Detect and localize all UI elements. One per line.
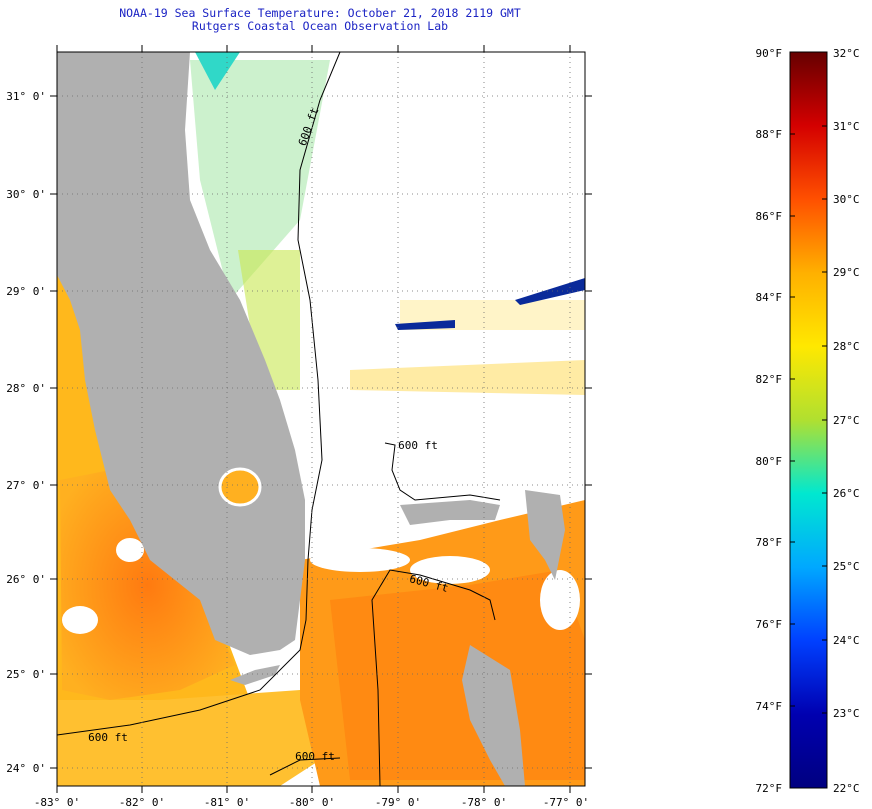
map-frame (56, 51, 586, 787)
contour-label: 600 ft (88, 731, 128, 744)
contour-label: 600 ft (398, 439, 438, 452)
axis-ticks (50, 45, 592, 793)
colorbar-f-label: 80°F (756, 455, 783, 468)
isobath-600ft-straits (371, 569, 496, 786)
lat-label: 28° 0' (6, 382, 46, 395)
gulf-hot-water (60, 470, 235, 700)
lat-label: 25° 0' (6, 668, 46, 681)
lon-label: -80° 0' (289, 796, 335, 809)
colorbar-c-label: 23°C (833, 707, 860, 720)
lon-label: -83° 0' (34, 796, 80, 809)
colorbar-c-label: 24°C (833, 634, 860, 647)
colorbar-c-label: 27°C (833, 414, 860, 427)
abaco-island (525, 490, 565, 580)
lon-label: -78° 0' (461, 796, 507, 809)
colorbar-ticks (790, 125, 827, 714)
colorbar-f-label: 74°F (756, 700, 783, 713)
map-subtitle: Rutgers Coastal Ocean Observation Lab (191, 19, 449, 33)
colorbar-f-label: 84°F (756, 291, 783, 304)
lat-label: 24° 0' (6, 762, 46, 775)
colorbar-c-label: 29°C (833, 266, 860, 279)
lon-label: -82° 0' (119, 796, 165, 809)
graticule (57, 52, 585, 786)
colorbar-f-label: 88°F (756, 128, 783, 141)
colorbar-f-label: 86°F (756, 210, 783, 223)
colorbar-c-label: 22°C (833, 782, 860, 795)
colorbar-f-label: 82°F (756, 373, 783, 386)
lake-okeechobee (218, 467, 262, 507)
colorbar-f-label: 72°F (756, 782, 783, 795)
lon-label: -79° 0' (375, 796, 421, 809)
keys-water (57, 690, 320, 786)
colorbar-f-label: 78°F (756, 536, 783, 549)
map-title: NOAA-19 Sea Surface Temperature: October… (119, 6, 521, 20)
colorbar-c-label: 30°C (833, 193, 860, 206)
contour-label: 600 ft (295, 750, 335, 763)
isobath-600ft-bahama (384, 442, 501, 501)
colorbar-c-label: 28°C (833, 340, 860, 353)
sst-field (57, 52, 585, 786)
colorbar-f-label: 76°F (756, 618, 783, 631)
colorbar (789, 51, 828, 789)
lat-label: 31° 0' (6, 90, 46, 103)
isobath-600ft-south (269, 757, 341, 776)
andros-island (462, 645, 525, 786)
colorbar-c-label: 26°C (833, 487, 860, 500)
grand-bahama (400, 500, 500, 525)
colorbar-f-label: 90°F (756, 47, 783, 60)
lat-label: 27° 0' (6, 479, 46, 492)
lat-label: 26° 0' (6, 573, 46, 586)
colorbar-c-label: 25°C (833, 560, 860, 573)
lon-label: -81° 0' (204, 796, 250, 809)
isobath-600ft-florida (57, 52, 341, 736)
straits-warm-water (330, 570, 585, 780)
lon-label: -77° 0' (543, 796, 589, 809)
colorbar-c-label: 32°C (833, 47, 860, 60)
colorbar-c-label: 31°C (833, 120, 860, 133)
lat-label: 30° 0' (6, 188, 46, 201)
lat-label: 29° 0' (6, 285, 46, 298)
